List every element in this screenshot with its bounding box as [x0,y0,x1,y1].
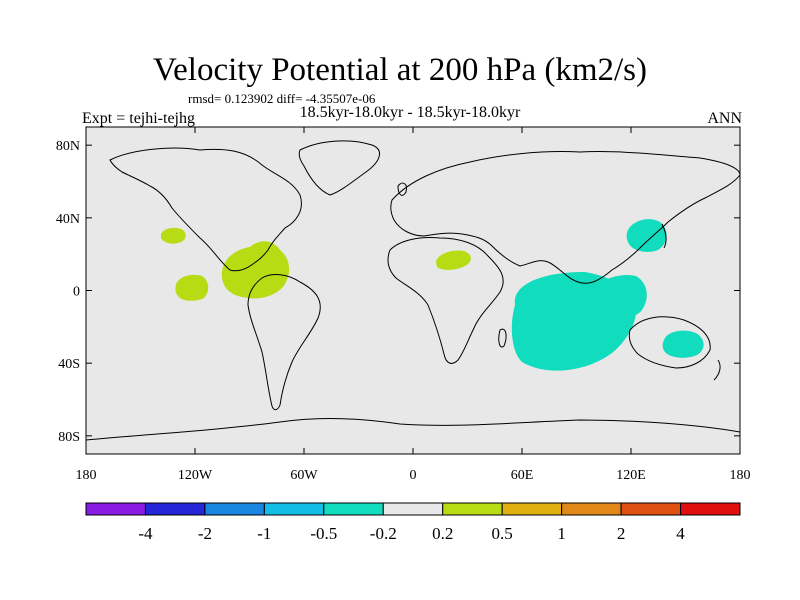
x-tick-label: 120E [616,468,646,483]
anomaly-regions [161,219,704,371]
chart-title: Velocity Potential at 200 hPa (km2/s) [152,52,648,88]
y-tick-label: 40S [58,357,80,372]
colorbar-level-label: 4 [676,524,685,543]
colorbar-swatch [144,502,206,516]
colorbar-swatch [501,502,563,516]
y-tick-label: 40N [56,212,80,227]
colorbar-swatch [680,502,741,516]
coastline-uk [397,182,407,196]
colorbar-swatch [323,502,384,516]
stats-line: rmsd= 0.123902 diff= -4.35507e-06 [188,91,376,106]
colorbar-swatch [382,502,444,516]
y-tick-label: 0 [73,285,80,300]
colorbar-level-label: 2 [617,524,626,543]
colorbar-level-label: -0.5 [310,524,337,543]
coastlines [86,140,740,441]
region-maritime-continent [588,274,647,318]
coastline-new-zealand [713,359,721,381]
y-tick-label: 80N [56,139,80,154]
experiment-label: Expt = tejhi-tejhg [82,110,195,127]
x-tick-label: 120W [178,468,213,483]
colorbar-level-label: -1 [257,524,271,543]
coastline-antarctica [86,417,740,441]
coastline-greenland [298,140,381,196]
coastline-australia [628,316,711,369]
colorbar-swatch [620,502,682,516]
coastline-africa [387,237,504,364]
colorbar-swatch [85,502,146,516]
colorbar-level-label: 0.2 [432,524,453,543]
coastline-north-america [109,147,302,272]
y-axis: 80N 40N 0 40S 80S [56,139,740,445]
chart-subtitle: 18.5kyr-18.0kyr - 18.5kyr-18.0kyr [299,104,521,121]
colorbar-level-label: 0.5 [492,524,513,543]
region-australia [662,330,704,358]
region-north-pacific [161,227,186,244]
coastline-japan [661,223,667,249]
region-east-asia [626,219,667,252]
colorbar: -4 -2 -1 -0.5 -0.2 0.2 0.5 1 2 4 [85,502,741,543]
colorbar-swatch [263,502,325,516]
colorbar-level-label: -4 [138,524,153,543]
colorbar-swatch [442,502,503,516]
colorbar-swatch [204,502,265,516]
x-tick-label: 60W [290,468,318,483]
x-tick-label: 0 [410,468,417,483]
region-eastern-pacific [175,274,209,301]
coastline-south-america [247,274,321,411]
colorbar-level-label: -2 [198,524,212,543]
colorbar-swatch [561,502,622,516]
y-tick-label: 80S [58,430,80,445]
coastline-eurasia [390,151,740,284]
colorbar-level-label: 1 [557,524,566,543]
coastline-madagascar [498,328,507,348]
region-caribbean [221,241,290,299]
colorbar-level-label: -0.2 [370,524,397,543]
x-tick-label: 180 [76,468,97,483]
x-tick-label: 180 [730,468,751,483]
region-north-africa [436,250,471,270]
x-tick-label: 60E [511,468,534,483]
season-label: ANN [707,110,742,127]
x-axis: 180 120W 60W 0 60E 120E 180 [76,127,751,483]
